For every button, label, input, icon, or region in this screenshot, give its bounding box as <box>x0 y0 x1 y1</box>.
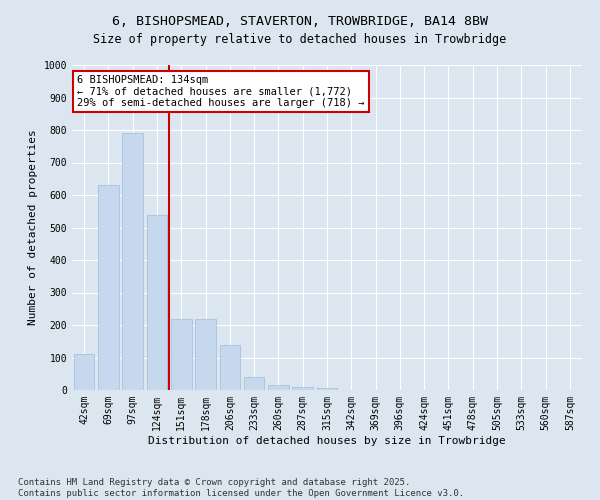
Bar <box>146 214 167 390</box>
Text: Contains HM Land Registry data © Crown copyright and database right 2025.
Contai: Contains HM Land Registry data © Crown c… <box>18 478 464 498</box>
Bar <box>171 318 191 390</box>
Bar <box>98 185 119 390</box>
Bar <box>244 377 265 390</box>
X-axis label: Distribution of detached houses by size in Trowbridge: Distribution of detached houses by size … <box>148 436 506 446</box>
Bar <box>195 318 216 390</box>
Text: Size of property relative to detached houses in Trowbridge: Size of property relative to detached ho… <box>94 32 506 46</box>
Bar <box>268 385 289 390</box>
Text: 6, BISHOPSMEAD, STAVERTON, TROWBRIDGE, BA14 8BW: 6, BISHOPSMEAD, STAVERTON, TROWBRIDGE, B… <box>112 15 488 28</box>
Bar <box>292 387 313 390</box>
Bar <box>220 344 240 390</box>
Bar <box>317 388 337 390</box>
Bar <box>74 354 94 390</box>
Y-axis label: Number of detached properties: Number of detached properties <box>28 130 38 326</box>
Bar <box>122 133 143 390</box>
Text: 6 BISHOPSMEAD: 134sqm
← 71% of detached houses are smaller (1,772)
29% of semi-d: 6 BISHOPSMEAD: 134sqm ← 71% of detached … <box>77 74 365 108</box>
